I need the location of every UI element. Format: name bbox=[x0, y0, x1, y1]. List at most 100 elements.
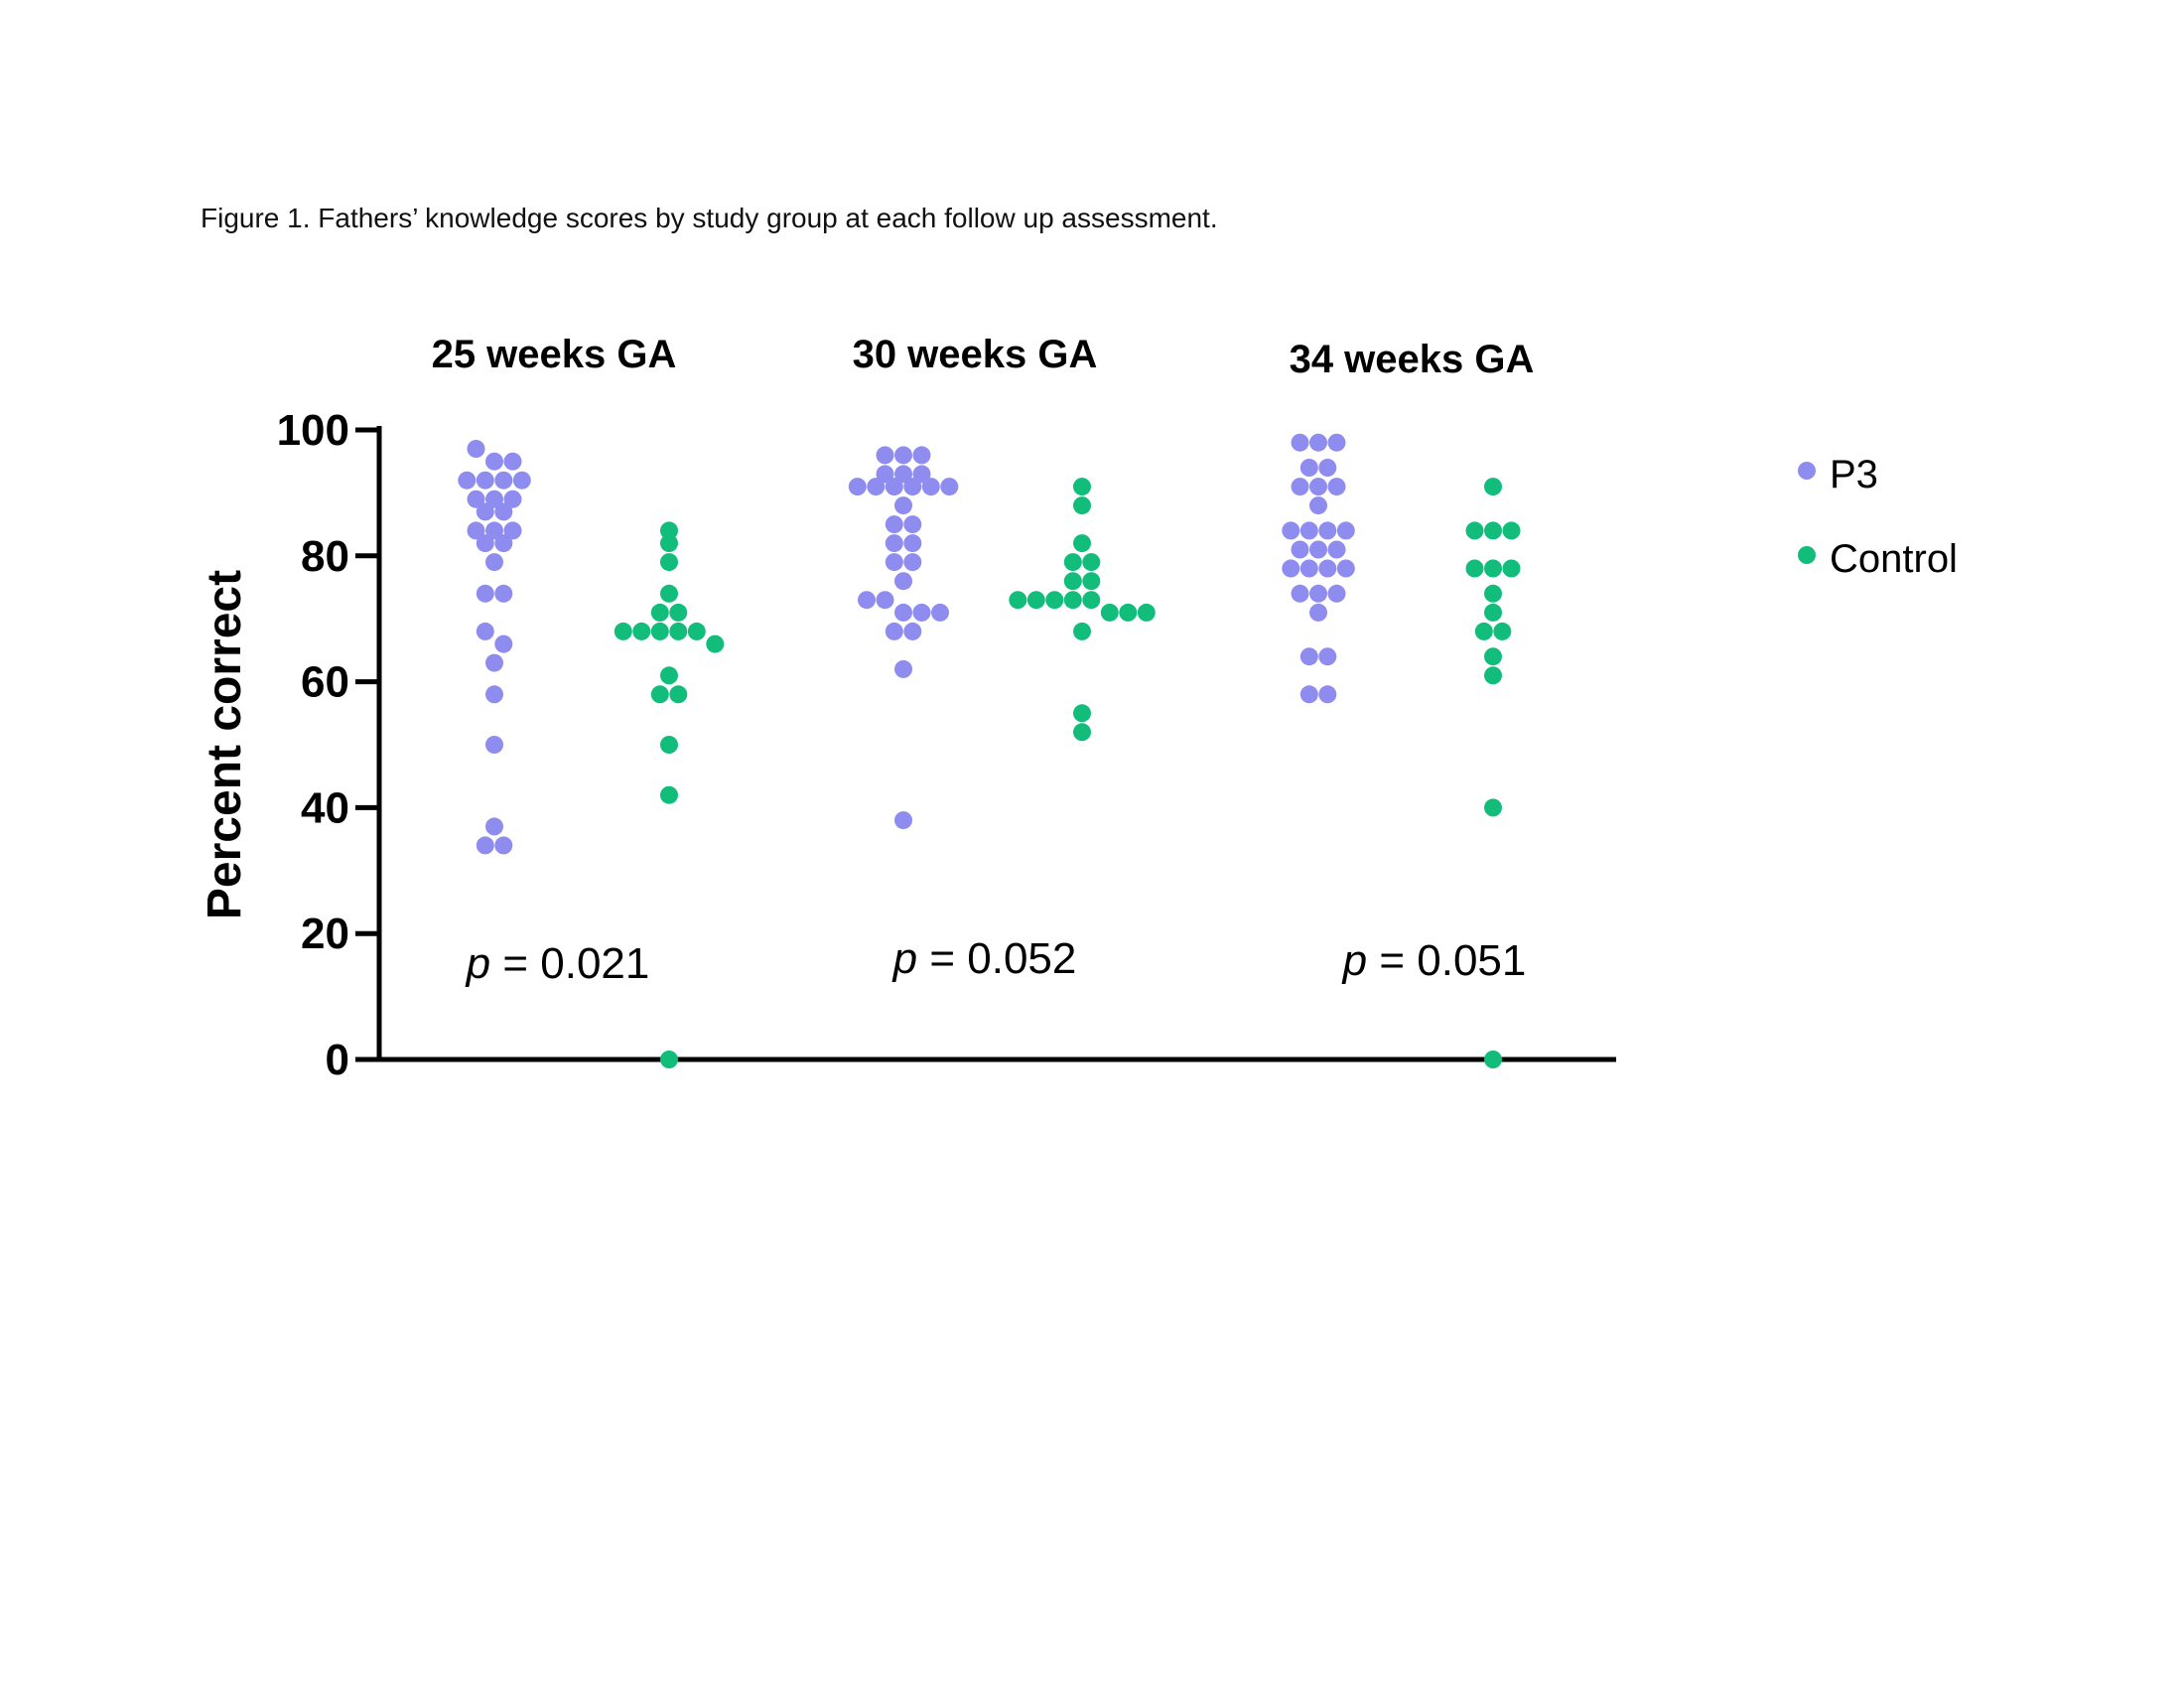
data-point-p3 bbox=[476, 622, 494, 640]
data-point-control bbox=[1073, 622, 1091, 640]
data-point-p3 bbox=[485, 817, 503, 836]
data-point-control bbox=[660, 584, 678, 603]
data-point-p3 bbox=[1327, 540, 1346, 559]
data-point-control bbox=[1137, 603, 1156, 622]
data-point-p3 bbox=[1318, 685, 1337, 704]
y-axis-label: Percent correct bbox=[199, 570, 251, 919]
data-point-control bbox=[1484, 603, 1502, 622]
data-point-p3 bbox=[1327, 584, 1346, 603]
data-point-p3 bbox=[1327, 478, 1346, 496]
data-point-p3 bbox=[467, 440, 485, 458]
data-point-p3 bbox=[485, 685, 503, 704]
data-point-control bbox=[669, 622, 688, 640]
data-point-p3 bbox=[894, 659, 912, 678]
data-point-p3 bbox=[1309, 603, 1327, 622]
legend-label-control: Control bbox=[1830, 537, 1958, 581]
data-point-control bbox=[660, 521, 678, 540]
data-point-control bbox=[706, 634, 725, 653]
data-point-control bbox=[650, 685, 669, 704]
data-point-control bbox=[1100, 603, 1119, 622]
data-point-p3 bbox=[1291, 584, 1309, 603]
data-point-p3 bbox=[912, 465, 931, 484]
data-point-p3 bbox=[1299, 647, 1318, 666]
data-point-p3 bbox=[485, 521, 503, 540]
data-point-control bbox=[1465, 521, 1484, 540]
data-point-control bbox=[1009, 591, 1027, 610]
data-point-p3 bbox=[494, 471, 513, 490]
data-point-p3 bbox=[1299, 559, 1318, 578]
data-point-p3 bbox=[476, 502, 494, 521]
data-point-p3 bbox=[458, 471, 477, 490]
data-point-p3 bbox=[467, 490, 485, 508]
y-tick-label: 40 bbox=[301, 783, 349, 832]
data-point-control bbox=[669, 603, 688, 622]
data-point-control bbox=[660, 736, 678, 754]
data-point-p3 bbox=[885, 534, 903, 553]
data-point-p3 bbox=[494, 534, 513, 553]
p-value-label: p = 0.052 bbox=[891, 934, 1077, 983]
data-point-p3 bbox=[503, 452, 522, 471]
data-point-control bbox=[669, 685, 688, 704]
data-point-p3 bbox=[476, 534, 494, 553]
data-point-control bbox=[1063, 591, 1082, 610]
data-point-p3 bbox=[503, 521, 522, 540]
data-point-control bbox=[614, 622, 632, 640]
data-point-p3 bbox=[885, 478, 903, 496]
data-point-p3 bbox=[1291, 540, 1309, 559]
data-point-p3 bbox=[1291, 433, 1309, 452]
data-point-control bbox=[1493, 622, 1512, 640]
p-value-label: p = 0.051 bbox=[1341, 936, 1527, 985]
p-symbol: p bbox=[465, 939, 490, 988]
legend-marker-control bbox=[1798, 546, 1816, 564]
data-point-p3 bbox=[885, 622, 903, 640]
data-point-control bbox=[660, 553, 678, 572]
data-point-control bbox=[1119, 603, 1138, 622]
data-point-p3 bbox=[485, 452, 503, 471]
panel: 25 weeks GA p = 0.021 bbox=[432, 333, 725, 1068]
data-point-control bbox=[1484, 798, 1502, 817]
data-point-p3 bbox=[1336, 521, 1355, 540]
data-point-p3 bbox=[1299, 685, 1318, 704]
data-point-control bbox=[1484, 521, 1502, 540]
data-point-p3 bbox=[921, 478, 940, 496]
data-point-p3 bbox=[903, 515, 922, 534]
data-point-p3 bbox=[940, 478, 959, 496]
data-point-p3 bbox=[912, 446, 931, 465]
y-tick-label: 60 bbox=[301, 658, 349, 707]
data-point-control bbox=[687, 622, 706, 640]
data-point-p3 bbox=[1309, 584, 1327, 603]
data-point-control bbox=[1484, 478, 1502, 496]
data-point-p3 bbox=[494, 502, 513, 521]
data-point-control bbox=[1465, 559, 1484, 578]
data-point-p3 bbox=[876, 465, 894, 484]
data-point-p3 bbox=[1282, 521, 1300, 540]
data-point-p3 bbox=[476, 584, 494, 603]
panel: 30 weeks GA p = 0.052 bbox=[848, 333, 1156, 983]
data-point-p3 bbox=[1291, 478, 1309, 496]
data-point-control bbox=[1474, 622, 1493, 640]
data-point-control bbox=[1484, 559, 1502, 578]
data-point-p3 bbox=[1318, 521, 1337, 540]
data-point-control bbox=[660, 785, 678, 804]
data-point-p3 bbox=[848, 478, 867, 496]
data-point-p3 bbox=[485, 653, 503, 672]
data-point-control bbox=[1073, 478, 1091, 496]
p-value-label: p = 0.021 bbox=[465, 939, 650, 988]
data-point-p3 bbox=[494, 584, 513, 603]
data-point-p3 bbox=[494, 634, 513, 653]
y-tick-label: 0 bbox=[326, 1036, 349, 1084]
data-point-control bbox=[1484, 584, 1502, 603]
data-point-control bbox=[1484, 666, 1502, 685]
data-point-control bbox=[1502, 559, 1521, 578]
data-point-p3 bbox=[485, 553, 503, 572]
data-point-control bbox=[1073, 723, 1091, 742]
axes: 0 20 40 60 80 100 Percent correct bbox=[199, 406, 1616, 1084]
p-value-text: = 0.021 bbox=[490, 939, 649, 988]
data-point-p3 bbox=[1309, 496, 1327, 515]
panel-title: 25 weeks GA bbox=[432, 333, 677, 376]
data-point-p3 bbox=[876, 591, 894, 610]
p-value-text: = 0.052 bbox=[917, 934, 1076, 983]
data-point-p3 bbox=[903, 534, 922, 553]
data-point-p3 bbox=[1336, 559, 1355, 578]
